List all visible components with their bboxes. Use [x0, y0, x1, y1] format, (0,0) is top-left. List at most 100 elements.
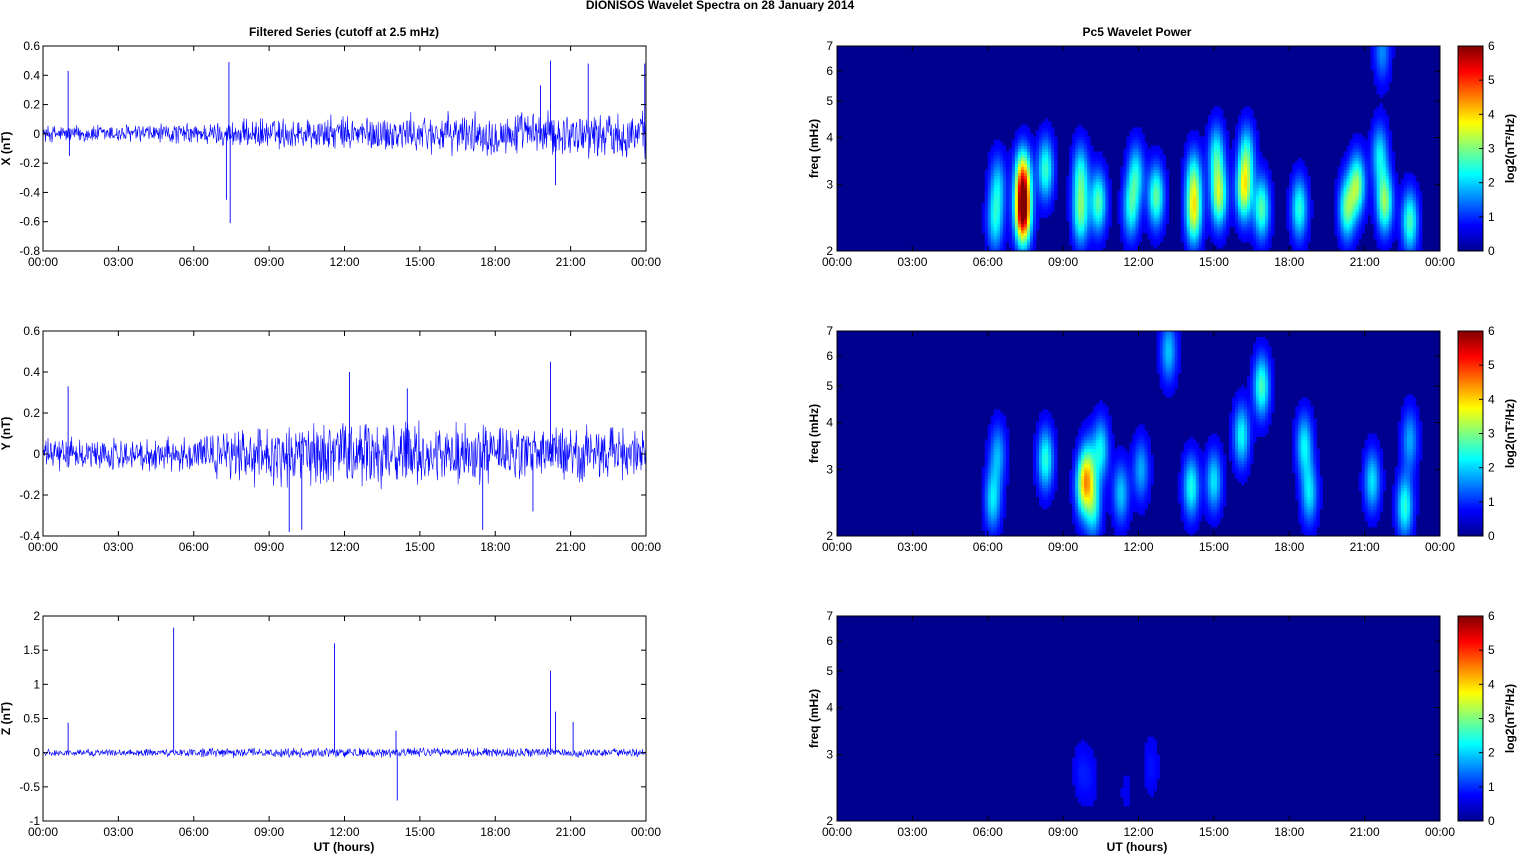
wavelet-x-heatmap-cell [1126, 244, 1130, 249]
wavelet-x-heatmap-cell [1026, 202, 1031, 207]
wavelet-x-heatmap-cell [996, 226, 1001, 231]
wavelet-x-heatmap-cell [1358, 187, 1363, 192]
wavelet-x-heatmap-cell [1310, 205, 1314, 210]
wavelet-x-heatmap-cell [1011, 226, 1016, 231]
wavelet-x-heatmap-cell [1035, 217, 1040, 222]
wavelet-y-heatmap-cell [987, 442, 992, 446]
wavelet-x-heatmap-cell [1268, 169, 1272, 174]
wavelet-x-heatmap-cell [1123, 169, 1127, 174]
wavelet-x-heatmap-cell [1183, 193, 1188, 198]
wavelet-x-heatmap-cell [1292, 187, 1296, 192]
wavelet-y-heatmap-cell [1035, 448, 1040, 452]
wavelet-x-heatmap-cells [981, 46, 1423, 252]
wavelet-x-heatmap-cell [1081, 190, 1085, 195]
wavelet-y-heatmap-cell [984, 532, 989, 537]
wavelet-x-heatmap-cell [1186, 175, 1191, 180]
wavelet-x-heatmap-cell [1135, 169, 1139, 174]
wavelet-x-heatmap-cell [1081, 163, 1085, 167]
wavelet-x-heatmap-cell [1192, 211, 1197, 216]
wavelet-y-heatmap-cell [984, 466, 989, 471]
wavelet-x-heatmap-cell [1382, 172, 1387, 177]
wavelet-y-heatmap-cell [1035, 478, 1040, 483]
wavelet-x-heatmap-cell [1198, 190, 1203, 195]
wavelet-y-heatmap-cell [1045, 445, 1049, 449]
wavelet-x-heatmap-cell [1412, 247, 1417, 252]
wavelet-x-heatmap-cell [1376, 217, 1381, 222]
wavelet-x-heatmap-cell [1162, 208, 1167, 213]
wavelet-x-heatmap-cell [1247, 196, 1251, 201]
wavelet-x-heatmap-cell [1213, 139, 1218, 143]
wavelet-x-heatmap-cell [1259, 220, 1263, 225]
wavelet-x-heatmap-cell [1165, 202, 1170, 207]
wavelet-x-heatmap-cell [996, 223, 1001, 228]
wavelet-x-heatmap-cell [1367, 133, 1372, 137]
wavelet-x-heatmap-cell [1201, 211, 1206, 216]
wavelet-x-heatmap-cell [1210, 127, 1215, 131]
wavelet-x-heatmap-cell [1385, 223, 1390, 228]
wavelet-x-heatmap-cell [1382, 160, 1387, 164]
wavelet-x-heatmap-cell [1084, 232, 1088, 237]
wavelet-x-heatmap-cell [1364, 202, 1369, 207]
wavelet-x-heatmap-cell [1234, 205, 1239, 210]
wavelet-x-heatmap-cell [1216, 133, 1221, 137]
wavelet-x-heatmap-cell [1078, 247, 1082, 252]
wavelet-x-heatmap-cell [1008, 202, 1013, 207]
wavelet-y-heatmap-cell [1005, 478, 1010, 483]
wavelet-x-heatmap-cell [993, 214, 998, 219]
wavelet-x-heatmap-cell [1096, 241, 1100, 246]
wavelet-x-heatmap-cell [1078, 199, 1082, 204]
wavelet-x-heatmap-cell [1093, 223, 1097, 228]
wavelet-x-heatmap-cell [1201, 184, 1206, 189]
wavelet-x-heatmap-cell [1008, 172, 1013, 177]
wavelet-x-heatmap-cell [1358, 184, 1363, 189]
wavelet-x-heatmap-cell [1304, 172, 1308, 177]
series-z-x-tick-label: 00:00 [28, 825, 58, 839]
wavelet-x-heatmap-cell [1005, 181, 1010, 186]
wavelet-x-heatmap-cell [1237, 199, 1242, 204]
wavelet-x-heatmap-cell [1388, 58, 1393, 62]
wavelet-x-heatmap-cell [1008, 169, 1013, 174]
wavelet-x-heatmap-cell [1165, 211, 1170, 216]
wavelet-y-heatmap-cell [996, 520, 1001, 525]
wavelet-x-heatmap-cell [984, 181, 989, 186]
wavelet-x-heatmap-cell [1346, 166, 1350, 170]
wavelet-y-heatmap-cell [996, 493, 1001, 498]
wavelet-y-heatmap-cell [993, 439, 998, 443]
wavelet-x-heatmap-cell [1105, 166, 1109, 170]
wavelet-x-heatmap-cell [1210, 148, 1215, 152]
wavelet-x-heatmap-cell [984, 208, 989, 213]
wavelet-x-heatmap-cell [1132, 175, 1136, 180]
wavelet-x-heatmap-cell [1039, 193, 1043, 198]
wavelet-x-heatmap-cell [1352, 133, 1356, 137]
wavelet-x-heatmap-cell [1026, 220, 1031, 225]
wavelet-y-heatmap-cell [1035, 454, 1040, 459]
wavelet-x-heatmap-cell [1397, 187, 1402, 192]
wavelet-x-heatmap-cell [1005, 229, 1010, 234]
wavelet-x-heatmap-cell [1017, 193, 1022, 198]
wavelet-x-heatmap-cell [1189, 232, 1194, 237]
wavelet-x-heatmap-cell [1244, 196, 1248, 201]
wavelet-x-heatmap-cell [1367, 154, 1372, 158]
wavelet-x-heatmap-cell [1265, 166, 1269, 170]
wavelet-y-heatmap-cell [1042, 478, 1046, 483]
wavelet-x-heatmap-cell [1343, 160, 1347, 164]
wavelet-y-heatmap-cell [1045, 463, 1049, 468]
wavelet-x-heatmap-cell [1397, 190, 1402, 195]
wavelet-x-heatmap-cell [1020, 136, 1025, 140]
wavelet-x-heatmap-cell [1259, 196, 1263, 201]
wavelet-x-heatmap-cell [1231, 220, 1236, 225]
wavelet-y-heatmap-cell [993, 511, 998, 516]
wavelet-x-heatmap-cell [1376, 184, 1381, 189]
wavelet-y-heatmap-cell [981, 493, 986, 498]
wavelet-x-heatmap-cell [1373, 130, 1378, 134]
wavelet-x-heatmap-cell [990, 151, 995, 155]
wavelet-x-heatmap-cell [1162, 196, 1167, 201]
wavelet-y-heatmap-cell [1048, 502, 1052, 507]
wavelet-x-heatmap-cell [1011, 202, 1016, 207]
wavelet-x-heatmap-cell [1346, 148, 1350, 152]
wavelet-y-heatmap-cell [984, 439, 989, 443]
wavelet-x-heatmap-cell [1244, 112, 1248, 116]
wavelet-x-heatmap-cell [1201, 229, 1206, 234]
wavelet-x-heatmap-cell [1045, 190, 1049, 195]
wavelet-x-heatmap-cell [1295, 184, 1299, 189]
